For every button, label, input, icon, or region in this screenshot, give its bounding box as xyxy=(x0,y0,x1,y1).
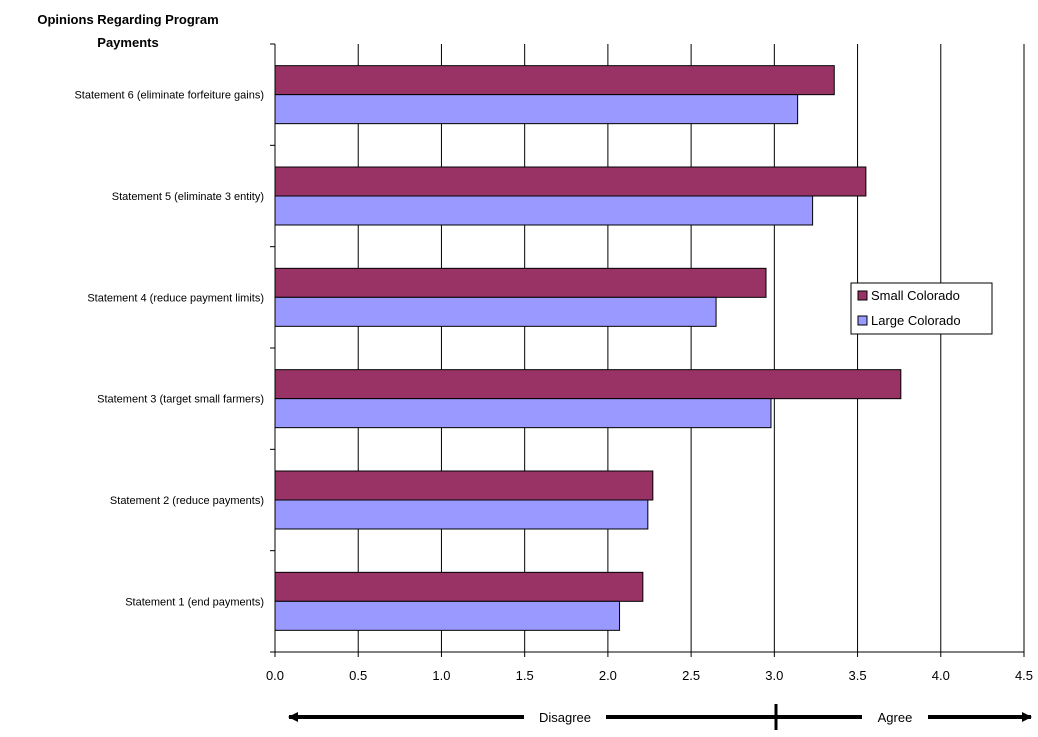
category-label: Statement 2 (reduce payments) xyxy=(110,495,264,507)
chart-title-line-1: Opinions Regarding Program xyxy=(37,12,218,27)
bar-small-colorado xyxy=(275,167,866,196)
x-tick-label: 2.5 xyxy=(682,668,700,683)
chart-title-line-2: Payments xyxy=(97,35,158,50)
x-tick-label: 2.0 xyxy=(599,668,617,683)
agreement-scale-annotation: Disagree Agree xyxy=(289,704,1031,730)
gridlines xyxy=(358,44,1024,652)
x-tick-label: 1.5 xyxy=(516,668,534,683)
category-label: Statement 6 (eliminate forfeiture gains) xyxy=(74,90,264,102)
legend-label-small-colorado: Small Colorado xyxy=(871,288,960,303)
category-labels: Statement 1 (end payments) Statement 2 (r… xyxy=(74,90,264,609)
legend-swatch-small-colorado xyxy=(858,291,867,300)
bar-small-colorado xyxy=(275,471,653,500)
x-tick-label: 0.0 xyxy=(266,668,284,683)
bar-large-colorado xyxy=(275,297,716,326)
x-tick-labels: 0.0 0.5 1.0 1.5 2.0 2.5 3.0 3.5 4.0 4.5 xyxy=(266,668,1033,683)
bar-large-colorado xyxy=(275,399,771,428)
legend: Small Colorado Large Colorado xyxy=(851,283,992,334)
bar-large-colorado xyxy=(275,95,798,124)
category-label: Statement 1 (end payments) xyxy=(125,596,264,608)
x-tick-label: 3.5 xyxy=(849,668,867,683)
bar-large-colorado xyxy=(275,196,813,225)
x-tick-label: 4.0 xyxy=(932,668,950,683)
category-label: Statement 5 (eliminate 3 entity) xyxy=(112,191,264,203)
bar-large-colorado xyxy=(275,601,620,630)
category-label: Statement 4 (reduce payment limits) xyxy=(87,292,264,304)
x-tick-label: 0.5 xyxy=(349,668,367,683)
axes xyxy=(270,44,1024,657)
bar-small-colorado xyxy=(275,66,834,95)
disagree-label: Disagree xyxy=(539,710,591,725)
x-tick-label: 1.0 xyxy=(432,668,450,683)
category-label: Statement 3 (target small farmers) xyxy=(97,394,264,406)
legend-swatch-large-colorado xyxy=(858,316,867,325)
bar-small-colorado xyxy=(275,572,643,601)
legend-label-large-colorado: Large Colorado xyxy=(871,313,961,328)
bar-small-colorado xyxy=(275,268,766,297)
agree-label: Agree xyxy=(878,710,913,725)
x-tick-label: 4.5 xyxy=(1015,668,1033,683)
bar-small-colorado xyxy=(275,370,901,399)
x-tick-label: 3.0 xyxy=(765,668,783,683)
bar-large-colorado xyxy=(275,500,648,529)
bars xyxy=(275,66,901,631)
